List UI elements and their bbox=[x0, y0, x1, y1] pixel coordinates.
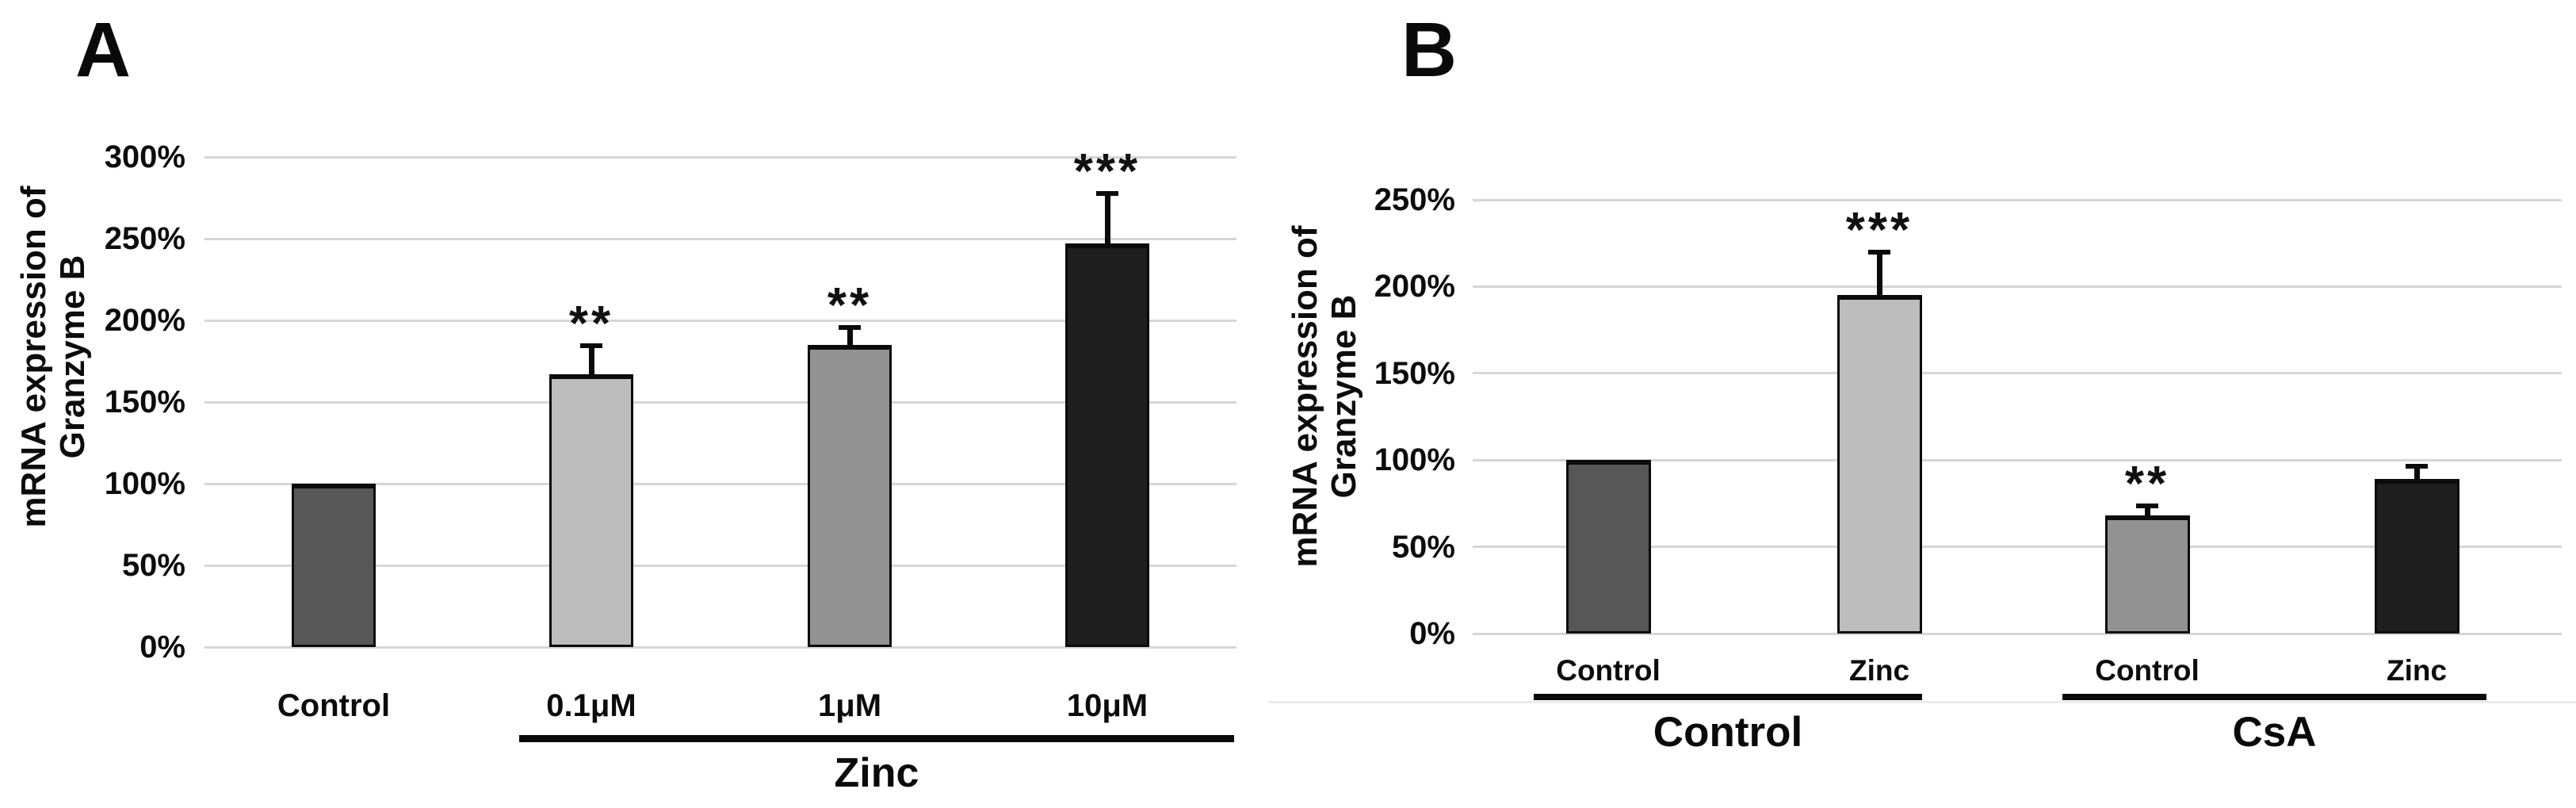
y-tick-label: 300% bbox=[104, 140, 185, 174]
gridline bbox=[1473, 372, 2562, 375]
bar bbox=[2374, 479, 2459, 634]
category-label: Control bbox=[277, 688, 391, 723]
bar bbox=[808, 344, 892, 647]
significance-marker: ** bbox=[827, 278, 873, 334]
error-bar bbox=[1876, 250, 1882, 297]
error-bar bbox=[2414, 463, 2420, 481]
gridline bbox=[204, 319, 1236, 322]
significance-marker: *** bbox=[1845, 203, 1913, 258]
panel-b-plot-area: *** ** bbox=[1473, 198, 2562, 635]
error-bar-cap bbox=[839, 325, 861, 331]
y-tick-label: 100% bbox=[1374, 442, 1455, 478]
y-tick-label: 150% bbox=[104, 385, 185, 419]
gridline bbox=[204, 400, 1236, 404]
group-label: CsA bbox=[2232, 709, 2317, 756]
y-axis-title-line: mRNA expression of bbox=[1285, 225, 1324, 568]
bar bbox=[292, 484, 376, 647]
group-bracket-line bbox=[2062, 694, 2486, 700]
error-bar bbox=[1104, 191, 1110, 246]
gridline bbox=[1473, 458, 2562, 461]
gridline bbox=[204, 155, 1236, 159]
gridline bbox=[204, 564, 1236, 567]
error-bar bbox=[588, 343, 594, 376]
significance-marker: ** bbox=[568, 296, 614, 351]
panel-b-y-axis-title: mRNA expression of Granzyme B bbox=[1278, 151, 1371, 642]
group-label: Zinc bbox=[834, 750, 919, 796]
bar bbox=[1836, 295, 1922, 634]
significance-marker: ** bbox=[2124, 456, 2170, 511]
category-label: 0.1μM bbox=[546, 688, 636, 723]
error-bar-cap bbox=[580, 343, 602, 348]
group-bracket-line bbox=[519, 735, 1234, 742]
group-bracket-line bbox=[1534, 694, 1922, 700]
y-tick-label: 200% bbox=[1374, 269, 1455, 304]
y-tick-label: 250% bbox=[104, 221, 185, 256]
category-label: 10μM bbox=[1066, 688, 1148, 723]
y-tick-label: 100% bbox=[104, 466, 185, 501]
y-tick-label: 200% bbox=[104, 303, 185, 338]
error-bar-cap bbox=[1096, 191, 1118, 197]
significance-marker: *** bbox=[1073, 144, 1141, 200]
y-axis-title-line: Granzyme B bbox=[1324, 294, 1363, 499]
gridline bbox=[1473, 632, 2562, 635]
gridline bbox=[204, 237, 1236, 240]
group-label: Control bbox=[1653, 709, 1803, 756]
panel-a-plot-area: ** ** *** bbox=[204, 144, 1236, 649]
gridline bbox=[1473, 198, 2562, 201]
error-bar-cap bbox=[2406, 463, 2428, 469]
gridline bbox=[1473, 546, 2562, 549]
panel-a-letter: A bbox=[75, 6, 132, 93]
y-tick-label: 50% bbox=[1391, 529, 1455, 565]
y-tick-label: 150% bbox=[1374, 355, 1455, 391]
gridline bbox=[204, 645, 1236, 649]
bar bbox=[1565, 460, 1651, 634]
gridline bbox=[1473, 285, 2562, 288]
y-tick-label: 0% bbox=[1409, 616, 1455, 651]
bar bbox=[549, 373, 633, 647]
y-tick-label: 250% bbox=[1374, 182, 1455, 217]
error-bar bbox=[847, 325, 853, 347]
bar bbox=[2104, 515, 2190, 634]
error-bar-cap bbox=[1868, 250, 1890, 255]
category-label: Zinc bbox=[2386, 654, 2448, 687]
category-label: 1μM bbox=[817, 688, 882, 723]
error-bar-cap bbox=[2136, 503, 2158, 508]
category-label: Control bbox=[1556, 654, 1661, 687]
error-bar bbox=[2144, 503, 2150, 518]
panel-b-letter: B bbox=[1401, 6, 1458, 93]
bar bbox=[1065, 243, 1149, 647]
y-tick-label: 50% bbox=[121, 548, 185, 583]
category-label: Control bbox=[2095, 654, 2200, 687]
y-tick-label: 0% bbox=[140, 630, 185, 664]
gridline bbox=[204, 482, 1236, 485]
category-label: Zinc bbox=[1848, 654, 1910, 687]
baseline-rule bbox=[1268, 701, 2576, 703]
